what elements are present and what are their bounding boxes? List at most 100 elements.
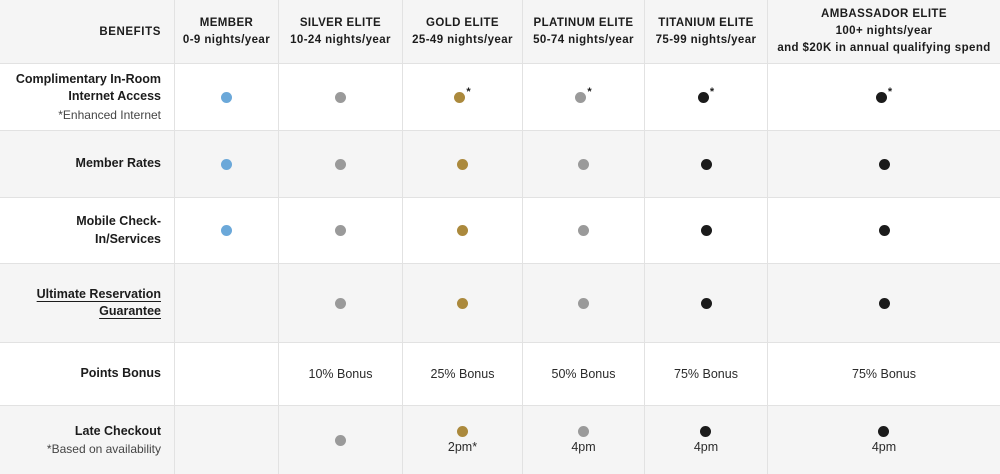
- benefit-dot-wrap: [878, 225, 890, 236]
- cell-mobile-check-in-services-member: [174, 197, 278, 263]
- blue-dot-icon: [221, 225, 232, 236]
- benefit-dot-wrap: [700, 225, 712, 236]
- gray-dot-icon: [578, 297, 589, 309]
- cell-member-rates-platinum-elite: [522, 130, 644, 197]
- benefit-row-label-cell-late-checkout: Late Checkout *Based on availability: [0, 405, 174, 474]
- cell-member-rates-titanium-elite: [644, 130, 767, 197]
- benefit-label: Points Bonus: [80, 366, 161, 381]
- benefit-dot-wrap: [221, 225, 232, 236]
- cell-member-rates-gold-elite: [402, 130, 522, 197]
- cell-ultimate-reservation-guarantee-silver-elite: [278, 263, 402, 342]
- bonus-value: 75% Bonus: [674, 366, 738, 381]
- tier-nights-range: 0-9 nights/year: [182, 33, 271, 46]
- tier-name: AMBASSADOR ELITE: [821, 8, 947, 21]
- benefit-label: Complimentary In-Room Internet Access: [15, 71, 161, 104]
- gray-dot-icon: [335, 297, 346, 309]
- cell-complimentary-in-room-internet-access-platinum-elite: *: [522, 63, 644, 130]
- cell-complimentary-in-room-internet-access-gold-elite: *: [402, 63, 522, 130]
- benefit-dot-wrap: [457, 297, 468, 309]
- benefit-dot-wrap: [335, 225, 346, 236]
- checkout-time-value: 4pm: [571, 439, 596, 454]
- cell-ultimate-reservation-guarantee-titanium-elite: [644, 263, 767, 342]
- benefit-sublabel: *Based on availability: [46, 442, 161, 457]
- tier-header-ambassador-elite: AMBASSADOR ELITE 100+ nights/year and $20K…: [767, 0, 1000, 63]
- cell-mobile-check-in-services-gold-elite: [402, 197, 522, 263]
- black-dot-icon: [878, 297, 890, 309]
- black-dot-icon: [700, 425, 712, 437]
- benefit-dot-wrap: *: [454, 86, 471, 103]
- benefit-dot-wrap: [335, 434, 346, 446]
- cell-mobile-check-in-services-titanium-elite: [644, 197, 767, 263]
- cell-member-rates-ambassador-elite: [767, 130, 1000, 197]
- tier-nights-range: 75-99 nights/year: [655, 33, 757, 46]
- black-dot-icon: [875, 91, 887, 103]
- cell-points-bonus-member: [174, 342, 278, 405]
- cell-late-checkout-silver-elite: [278, 405, 402, 474]
- gold-dot-icon: [457, 297, 468, 309]
- asterisk-note: *: [466, 85, 471, 98]
- dot-with-time: 4pm: [693, 425, 719, 455]
- checkout-time-value: 4pm: [871, 439, 897, 454]
- gold-dot-icon: [457, 425, 468, 437]
- cell-late-checkout-titanium-elite: 4pm: [644, 405, 767, 474]
- benefit-dot-wrap: [335, 158, 346, 170]
- cell-late-checkout-ambassador-elite: 4pm: [767, 405, 1000, 474]
- tier-header-silver-elite: SILVER ELITE 10-24 nights/year: [278, 0, 402, 63]
- benefit-row-label-cell-complimentary-in-room-internet-access: Complimentary In-Room Internet Access *En…: [0, 63, 174, 130]
- bonus-value: 50% Bonus: [551, 366, 616, 381]
- benefit-label: Mobile Check-In/Services: [76, 214, 161, 246]
- benefit-dot-wrap: *: [875, 86, 892, 103]
- cell-points-bonus-ambassador-elite: 75% Bonus: [767, 342, 1000, 405]
- benefit-dot-wrap: [457, 225, 468, 236]
- benefit-dot-wrap: [878, 158, 890, 170]
- cell-late-checkout-platinum-elite: 4pm: [522, 405, 644, 474]
- cell-complimentary-in-room-internet-access-member: [174, 63, 278, 130]
- dot-with-time: 2pm*: [447, 425, 478, 455]
- gray-dot-icon: [577, 425, 589, 437]
- cell-complimentary-in-room-internet-access-titanium-elite: *: [644, 63, 767, 130]
- cell-member-rates-member: [174, 130, 278, 197]
- cell-points-bonus-gold-elite: 25% Bonus: [402, 342, 522, 405]
- cell-ultimate-reservation-guarantee-ambassador-elite: [767, 263, 1000, 342]
- gray-dot-icon: [335, 158, 346, 170]
- benefits-column-header: BENEFITS: [0, 0, 174, 63]
- black-dot-icon: [700, 297, 712, 309]
- benefit-dot-wrap: *: [575, 86, 592, 103]
- tier-header-platinum-elite: PLATINUM ELITE 50-74 nights/year: [522, 0, 644, 63]
- cell-ultimate-reservation-guarantee-member: [174, 263, 278, 342]
- benefit-dot-wrap: [335, 91, 346, 103]
- tier-name: GOLD ELITE: [426, 16, 499, 29]
- black-dot-icon: [878, 225, 890, 236]
- gold-dot-icon: [457, 158, 468, 170]
- tier-name: PLATINUM ELITE: [533, 16, 634, 29]
- black-dot-icon: [878, 425, 890, 437]
- blue-dot-icon: [221, 91, 232, 103]
- gray-dot-icon: [575, 91, 587, 103]
- benefit-sublabel: *Enhanced Internet: [58, 107, 161, 122]
- benefit-link-ultimate-reservation-guarantee[interactable]: Ultimate Reservation Guarantee: [36, 286, 161, 319]
- checkout-time-value: 4pm: [693, 439, 719, 454]
- benefit-dot-wrap: [335, 297, 346, 309]
- cell-member-rates-silver-elite: [278, 130, 402, 197]
- bonus-value: 25% Bonus: [430, 366, 495, 381]
- tier-header-gold-elite: GOLD ELITE 25-49 nights/year: [402, 0, 522, 63]
- cell-mobile-check-in-services-platinum-elite: [522, 197, 644, 263]
- benefit-dot-wrap: [578, 297, 589, 309]
- cell-late-checkout-gold-elite: 2pm*: [402, 405, 522, 474]
- benefits-header-label: BENEFITS: [99, 25, 161, 38]
- blue-dot-icon: [221, 158, 232, 170]
- gray-dot-icon: [578, 225, 589, 236]
- benefit-dot-wrap: *: [697, 86, 714, 103]
- cell-points-bonus-platinum-elite: 50% Bonus: [522, 342, 644, 405]
- benefit-row-label-cell-points-bonus: Points Bonus: [0, 342, 174, 405]
- dot-with-time: 4pm: [571, 425, 596, 455]
- asterisk-note: *: [887, 85, 893, 98]
- checkout-time-value: 2pm*: [447, 439, 478, 454]
- gold-dot-icon: [457, 225, 468, 236]
- bonus-value: 10% Bonus: [308, 366, 373, 381]
- cell-mobile-check-in-services-ambassador-elite: [767, 197, 1000, 263]
- tier-name: TITANIUM ELITE: [658, 16, 754, 29]
- benefit-label: Late Checkout: [74, 423, 161, 438]
